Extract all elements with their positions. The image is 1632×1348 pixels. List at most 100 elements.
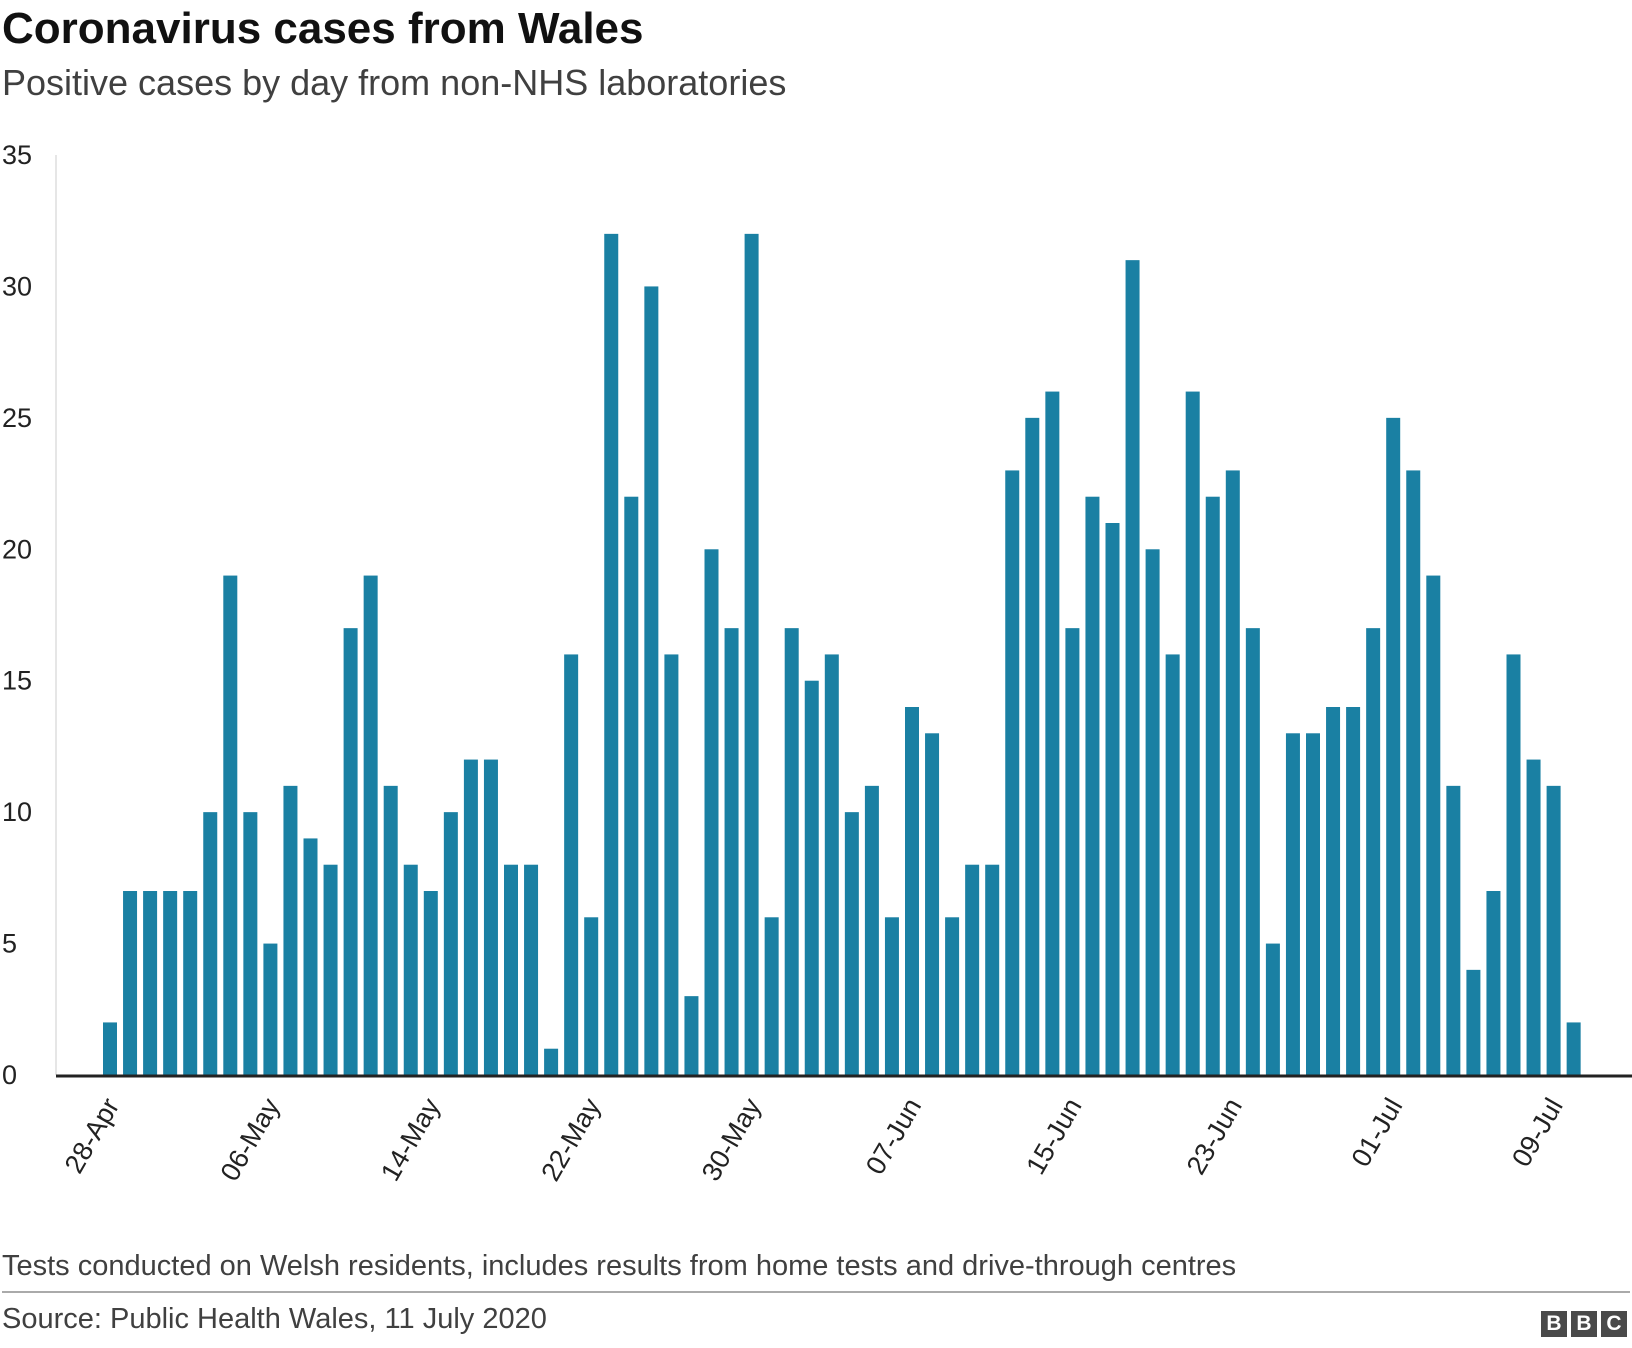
y-tick-label: 30	[2, 271, 32, 301]
bbc-logo-letter: B	[1541, 1311, 1567, 1337]
bar	[985, 864, 1000, 1075]
x-tick-label: 07-Jun	[860, 1093, 927, 1180]
bars	[103, 233, 1581, 1076]
bar	[1225, 470, 1240, 1075]
x-tick-label: 22-May	[535, 1093, 606, 1186]
y-tick-label: 15	[2, 666, 32, 696]
bar	[504, 864, 518, 1075]
bar	[544, 1048, 559, 1075]
bar	[243, 812, 258, 1075]
bar	[925, 733, 940, 1075]
bar	[644, 286, 659, 1075]
bar	[1065, 628, 1080, 1075]
bar	[804, 680, 819, 1075]
bar	[363, 575, 378, 1075]
bar	[1566, 1022, 1581, 1075]
bar	[1265, 943, 1280, 1075]
chart-subtitle: Positive cases by day from non-NHS labor…	[2, 62, 787, 103]
bar	[203, 812, 218, 1075]
bar	[1105, 523, 1120, 1075]
bar-chart: 0 5 10 15 20 25 30 35 28-Apr 06-May 14-May 22-May 3…	[2, 140, 1632, 1186]
bar	[844, 812, 859, 1075]
bar	[704, 549, 719, 1075]
y-tick-label: 0	[2, 1060, 17, 1090]
bbc-logo: B B C	[1541, 1311, 1627, 1337]
bar	[263, 943, 278, 1075]
bar	[303, 838, 318, 1075]
bar	[1025, 417, 1040, 1075]
bar	[624, 496, 639, 1076]
bar	[323, 864, 338, 1075]
bar	[143, 891, 158, 1075]
chart-title: Coronavirus cases from Wales	[2, 4, 644, 53]
bar	[463, 759, 478, 1075]
bar	[1446, 785, 1461, 1075]
bar	[1466, 969, 1481, 1075]
bar	[945, 917, 960, 1075]
bar	[1005, 470, 1020, 1075]
bar	[664, 654, 679, 1075]
bbc-logo-letter: C	[1601, 1311, 1627, 1337]
bar	[1165, 654, 1180, 1075]
bar	[884, 917, 899, 1075]
bbc-logo-letter: B	[1571, 1311, 1597, 1337]
bar	[1285, 733, 1300, 1075]
x-tick-label: 06-May	[215, 1093, 286, 1186]
bar	[784, 628, 799, 1075]
bar	[724, 628, 739, 1075]
bar	[1546, 785, 1561, 1075]
x-tick-label: 09-Jul	[1506, 1093, 1569, 1172]
bar	[905, 707, 919, 1075]
bar	[1386, 417, 1401, 1075]
x-tick-label: 28-Apr	[59, 1093, 126, 1178]
bar	[1346, 707, 1361, 1075]
bar	[1045, 391, 1060, 1075]
bar	[1526, 759, 1541, 1075]
x-tick-label: 14-May	[375, 1093, 446, 1186]
bar	[343, 628, 358, 1075]
bar	[1506, 654, 1521, 1075]
bar	[163, 891, 178, 1075]
bar	[1205, 496, 1220, 1076]
bar	[524, 864, 539, 1075]
bar	[584, 917, 599, 1075]
bar	[1366, 628, 1381, 1075]
bar	[764, 917, 779, 1075]
bar	[564, 654, 579, 1075]
y-tick-label: 5	[2, 929, 17, 959]
bar	[604, 233, 619, 1076]
x-tick-label: 01-Jul	[1346, 1093, 1409, 1172]
bar	[1426, 575, 1441, 1075]
bar	[684, 996, 699, 1075]
footnote: Tests conducted on Welsh residents, incl…	[2, 1250, 1237, 1282]
y-axis-labels: 0 5 10 15 20 25 30 35	[2, 140, 32, 1090]
bar	[824, 654, 839, 1075]
bar	[1306, 733, 1320, 1075]
bar	[123, 891, 138, 1075]
x-tick-label: 15-Jun	[1020, 1093, 1087, 1180]
bar	[483, 759, 498, 1075]
bar	[1406, 470, 1421, 1075]
x-axis-labels: 28-Apr 06-May 14-May 22-May 30-May 07-Jun 15-J…	[59, 1093, 1569, 1186]
bar	[443, 812, 458, 1075]
bar	[1486, 891, 1501, 1075]
bar	[1326, 707, 1341, 1075]
bar	[403, 864, 418, 1075]
bar	[1145, 549, 1160, 1075]
y-tick-label: 20	[2, 534, 32, 564]
footer-divider	[2, 1291, 1630, 1293]
bar	[864, 785, 879, 1075]
bar	[183, 891, 198, 1075]
bar	[965, 864, 980, 1075]
source-text: Source: Public Health Wales, 11 July 202…	[2, 1303, 547, 1335]
bar	[223, 575, 238, 1075]
y-tick-label: 35	[2, 140, 32, 170]
bar	[283, 785, 298, 1075]
bar	[1245, 628, 1260, 1075]
bar	[744, 233, 759, 1076]
y-tick-label: 25	[2, 403, 32, 433]
bar	[103, 1022, 117, 1075]
x-tick-label: 23-Jun	[1181, 1093, 1248, 1180]
bar	[1085, 496, 1100, 1076]
bar	[423, 891, 438, 1075]
